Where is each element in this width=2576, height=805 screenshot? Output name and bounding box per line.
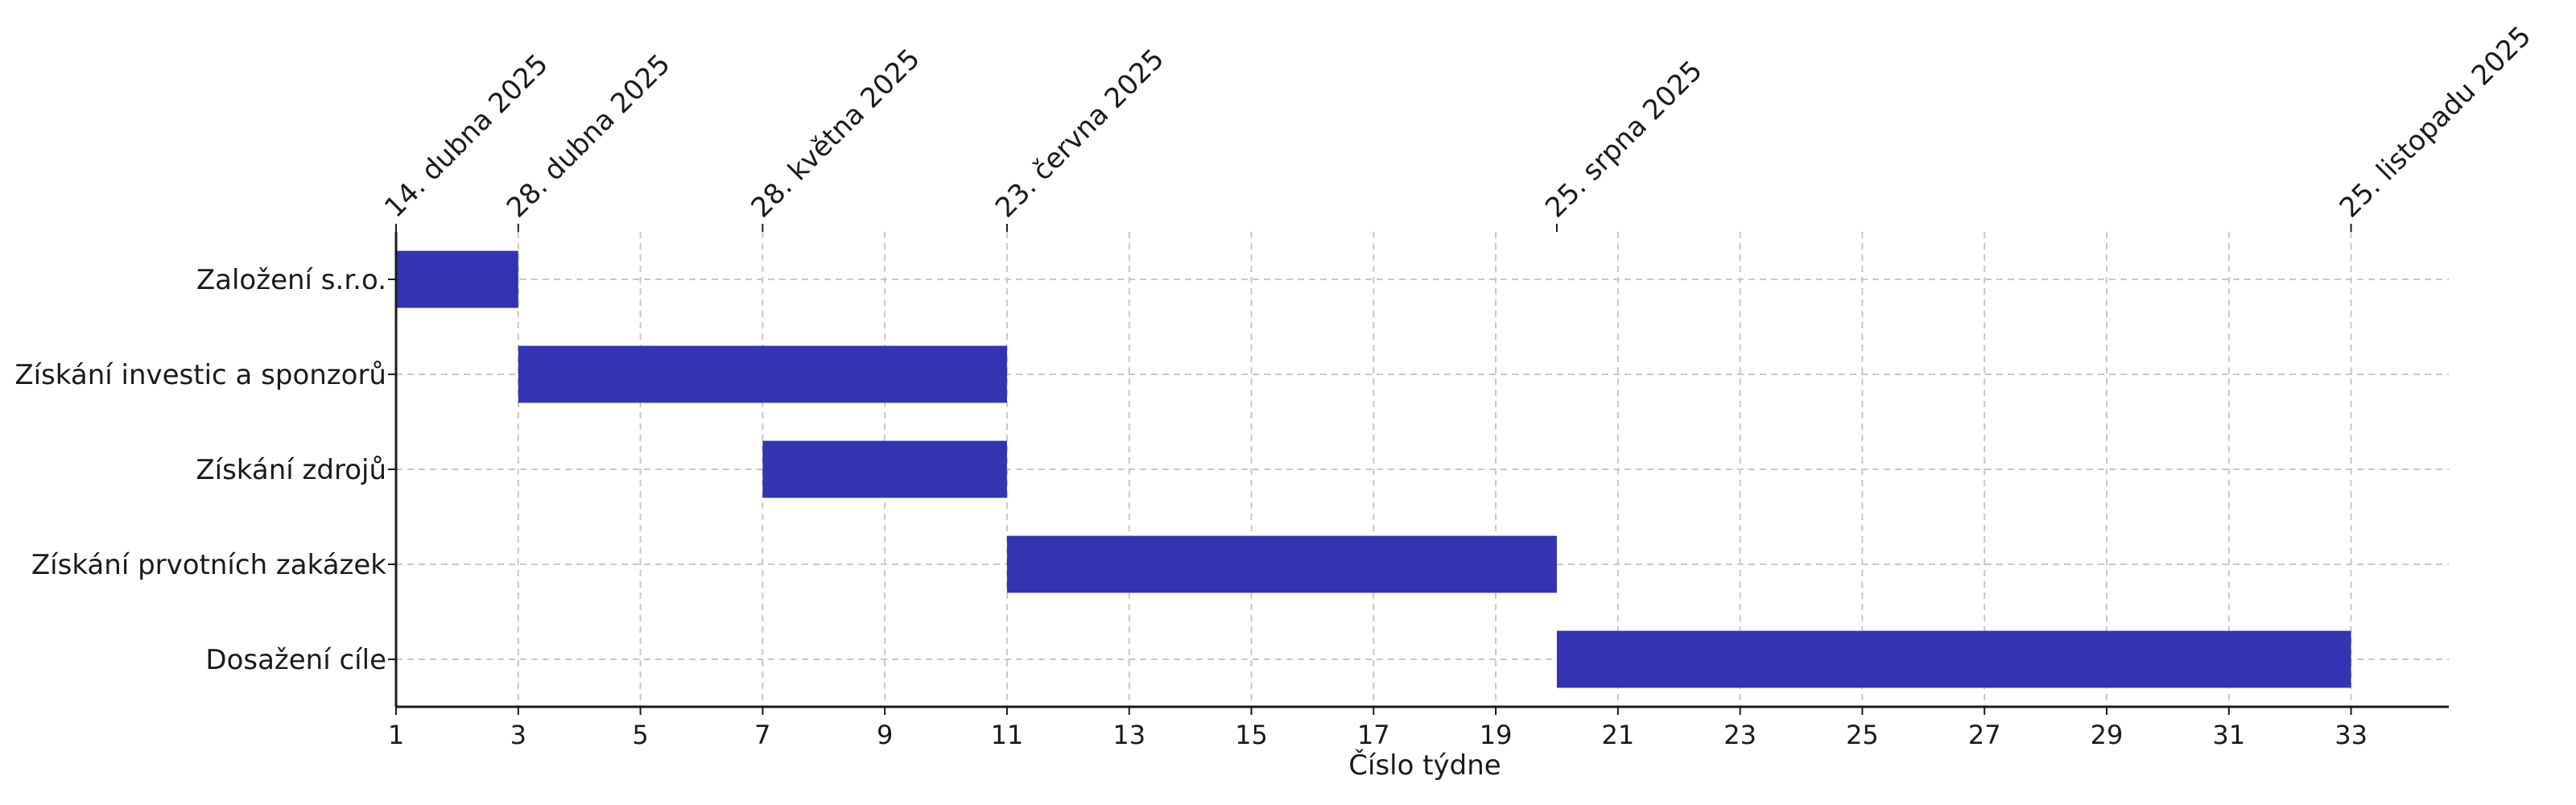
x-tick-label: 1 bbox=[388, 720, 404, 750]
x-tick-label: 21 bbox=[1601, 720, 1634, 750]
x-tick-label: 25 bbox=[1846, 720, 1879, 750]
axis-layer bbox=[388, 224, 2449, 715]
x-tick-label: 29 bbox=[2091, 720, 2124, 750]
x-tick-label: 33 bbox=[2334, 720, 2368, 750]
task-label: Založení s.r.o. bbox=[196, 264, 386, 296]
bar-layer bbox=[396, 250, 2351, 688]
milestone-label: 25. srpna 2025 bbox=[1539, 55, 1709, 225]
x-tick-label: 3 bbox=[510, 720, 526, 750]
x-tick-label: 7 bbox=[754, 720, 770, 750]
x-axis-title: Číslo týdne bbox=[1348, 749, 1501, 782]
task-label: Získání investic a sponzorů bbox=[14, 359, 386, 391]
x-tick-label: 11 bbox=[991, 720, 1024, 750]
task-label: Získání zdrojů bbox=[196, 454, 386, 486]
task-bar bbox=[762, 440, 1007, 498]
milestone-label: 25. listopadu 2025 bbox=[2334, 20, 2538, 225]
milestone-label: 28. května 2025 bbox=[745, 43, 926, 224]
task-label: Získání prvotních zakázek bbox=[31, 549, 386, 581]
x-tick-label: 19 bbox=[1480, 720, 1513, 750]
x-tick-label: 13 bbox=[1113, 720, 1146, 750]
x-tick-label: 23 bbox=[1724, 720, 1757, 750]
x-tick-label: 31 bbox=[2212, 720, 2245, 750]
task-bar bbox=[518, 345, 1007, 403]
x-tick-label: 27 bbox=[1968, 720, 2001, 750]
task-label: Dosažení cíle bbox=[205, 644, 386, 676]
task-bar bbox=[1556, 630, 2351, 688]
grid-layer bbox=[395, 232, 2449, 707]
x-tick-label: 5 bbox=[632, 720, 648, 750]
x-tick-label: 17 bbox=[1357, 720, 1390, 750]
task-bar bbox=[396, 250, 518, 308]
task-bar bbox=[1006, 535, 1557, 593]
x-tick-label: 15 bbox=[1235, 720, 1268, 750]
milestone-label: 23. června 2025 bbox=[989, 43, 1170, 224]
x-tick-label: 9 bbox=[877, 720, 893, 750]
